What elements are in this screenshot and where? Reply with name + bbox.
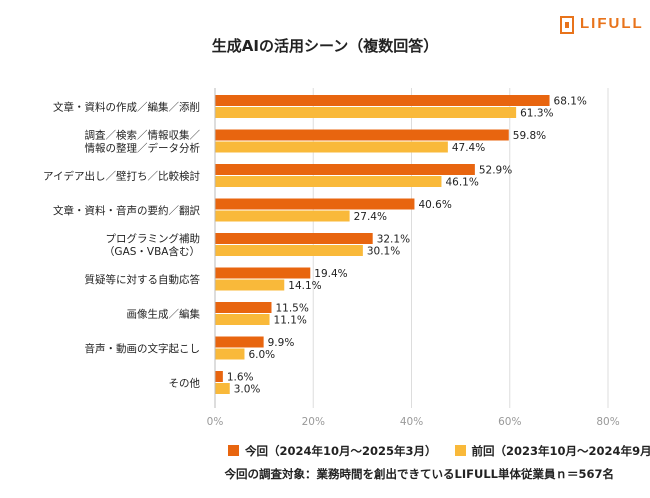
bar-current xyxy=(215,302,272,313)
bar-previous xyxy=(215,245,363,256)
bar-current xyxy=(215,267,311,279)
category-label: 音声・動画の文字起こし xyxy=(85,342,201,355)
bar-previous xyxy=(215,314,270,325)
legend: 今回（2024年10月～2025年3月） 前回（2023年10月～2024年9月… xyxy=(228,443,650,459)
data-label: 59.8% xyxy=(513,130,546,142)
data-label: 46.1% xyxy=(445,177,478,189)
bar-current xyxy=(215,198,415,210)
data-label: 11.1% xyxy=(274,315,307,327)
data-label: 32.1% xyxy=(377,234,410,246)
bar-previous xyxy=(215,176,442,187)
bar-previous xyxy=(215,279,285,291)
x-tick-label: 60% xyxy=(498,416,521,428)
bar-current xyxy=(215,371,223,382)
data-label: 14.1% xyxy=(288,280,321,292)
brand-name: LIFULL xyxy=(580,15,644,32)
x-tick-label: 20% xyxy=(302,416,325,428)
category-label: プログラミング補助 xyxy=(106,232,201,245)
brand-logo: LIFULL xyxy=(560,14,642,38)
x-tick-label: 0% xyxy=(207,416,224,428)
chart-title: 生成AIの活用シーン（複数回答） xyxy=(211,37,439,55)
data-label: 40.6% xyxy=(418,199,451,211)
bar-current xyxy=(215,336,264,348)
bar-current xyxy=(215,95,550,106)
data-label: 47.4% xyxy=(452,142,485,154)
bar-previous xyxy=(215,348,245,360)
category-label: 情報の整理／データ分析 xyxy=(85,142,201,155)
category-label: 文章・資料・音声の要約／翻訳 xyxy=(53,204,200,217)
survey-footnote: 今回の調査対象：業務時間を創出できているLIFULL単体従業員ｎ＝567名 xyxy=(224,467,614,481)
bar-previous xyxy=(215,210,350,222)
legend-swatch-previous xyxy=(454,445,466,456)
category-label: 文章・資料の作成／編集／添削 xyxy=(53,101,200,114)
data-label: 9.9% xyxy=(268,337,295,349)
data-label: 11.5% xyxy=(275,303,308,315)
x-tick-label: 80% xyxy=(596,416,619,428)
category-label: （GAS・VBA含む） xyxy=(104,245,200,258)
category-label: 質疑等に対する自動応答 xyxy=(85,273,201,286)
category-label: 画像生成／編集 xyxy=(127,308,201,321)
category-label: 調査／検索／情報収集／ xyxy=(85,129,201,142)
legend-item-previous: 前回（2023年10月～2024年9月） xyxy=(454,443,650,459)
data-label: 6.0% xyxy=(248,349,275,361)
data-label: 1.6% xyxy=(227,372,254,384)
data-label: 3.0% xyxy=(234,384,261,396)
bar-current xyxy=(215,164,475,175)
legend-label-current: 今回（2024年10月～2025年3月） xyxy=(245,444,437,458)
legend-label-previous: 前回（2023年10月～2024年9月） xyxy=(471,444,650,458)
data-label: 27.4% xyxy=(354,211,387,223)
data-label: 19.4% xyxy=(314,268,347,280)
brand-logo-icon xyxy=(560,16,574,34)
data-label: 61.3% xyxy=(520,108,553,120)
category-label: アイデア出し／壁打ち／比較検討 xyxy=(43,170,200,183)
bar-current xyxy=(215,233,373,244)
data-label: 68.1% xyxy=(554,96,587,108)
bar-previous xyxy=(215,107,517,118)
data-label: 30.1% xyxy=(367,246,400,258)
category-label: その他 xyxy=(169,377,201,390)
x-tick-label: 40% xyxy=(400,416,423,428)
bar-previous xyxy=(215,141,448,153)
data-label: 52.9% xyxy=(479,165,512,177)
legend-item-current: 今回（2024年10月～2025年3月） xyxy=(228,443,437,459)
legend-swatch-current xyxy=(228,445,239,456)
bar-previous xyxy=(215,383,230,394)
bar-current xyxy=(215,129,509,141)
